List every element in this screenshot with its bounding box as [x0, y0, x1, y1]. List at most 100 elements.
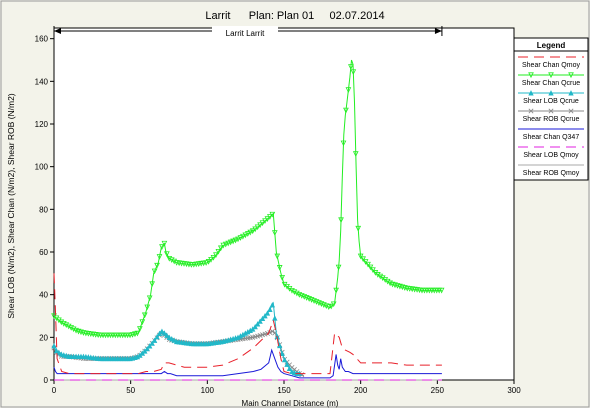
series-marker	[271, 230, 278, 236]
series-marker	[169, 335, 175, 342]
y-tick-label: 20	[39, 333, 48, 342]
series-marker	[146, 295, 153, 302]
series-marker	[139, 319, 146, 326]
legend-label: Shear LOB Qcrue	[523, 98, 579, 105]
legend-title: Legend	[537, 41, 566, 50]
series-marker	[528, 72, 534, 79]
series-marker	[269, 302, 276, 308]
x-tick-label: 50	[126, 386, 135, 395]
series-marker	[259, 315, 266, 322]
series-marker	[330, 301, 337, 308]
x-tick-label: 150	[277, 386, 291, 395]
series-marker	[237, 235, 244, 241]
series-marker	[149, 281, 155, 288]
y-axis-label: Shear LOB (N/m2), Shear Chan (N/m2), She…	[6, 93, 16, 318]
series-marker	[144, 345, 150, 352]
series-marker	[568, 72, 574, 79]
series-marker	[240, 233, 246, 240]
y-tick-label: 60	[39, 248, 48, 257]
series-marker	[264, 310, 271, 316]
series-marker	[249, 228, 256, 235]
reach-label-bg	[212, 26, 278, 36]
legend-items: Shear Chan Qmoy Shear Chan Qcrue Shear LOB…	[518, 56, 584, 177]
series-marker	[254, 321, 261, 327]
series-marker	[360, 256, 366, 263]
y-tick-label: 140	[35, 77, 49, 86]
series-marker	[151, 268, 158, 275]
series-marker	[164, 251, 170, 258]
series-marker	[365, 261, 371, 268]
series-line	[53, 273, 442, 375]
series-marker	[548, 90, 554, 96]
series-marker	[528, 108, 534, 114]
series-marker	[350, 69, 357, 76]
series-marker	[377, 273, 384, 280]
series-marker	[257, 318, 263, 324]
legend-label: Shear ROB Qcrue	[523, 116, 580, 123]
series-marker	[149, 340, 155, 346]
x-tick-label: 300	[507, 386, 521, 395]
series-marker	[146, 343, 153, 349]
series-marker	[333, 287, 339, 294]
series-layer	[51, 59, 445, 381]
x-tick-label: 200	[354, 386, 368, 395]
series-marker	[379, 275, 386, 282]
series-marker	[370, 267, 376, 274]
series-marker	[244, 231, 251, 237]
series-marker	[137, 326, 143, 332]
plot-area	[53, 27, 515, 381]
series-marker	[151, 337, 158, 343]
series-marker	[568, 90, 574, 96]
series-marker	[267, 214, 273, 220]
series-marker	[203, 260, 209, 266]
series-shear-lob-qcrue	[51, 301, 303, 377]
series-marker	[328, 303, 335, 310]
x-axis-label: Main Channel Distance (m)	[242, 399, 339, 408]
series-marker	[548, 72, 554, 79]
legend-item: Shear LOB Qcrue	[518, 90, 584, 105]
series-marker	[208, 256, 214, 263]
series-marker	[382, 277, 389, 283]
series-marker	[548, 108, 554, 114]
series-marker	[132, 331, 138, 338]
reach-extent-bar	[53, 26, 443, 36]
series-marker	[53, 347, 60, 354]
reach-start-arrow	[54, 28, 61, 34]
series-marker	[374, 272, 381, 278]
y-tick-label: 120	[35, 120, 49, 129]
series-marker	[438, 287, 445, 294]
series-marker	[325, 304, 332, 311]
series-marker	[247, 229, 254, 236]
series-marker	[340, 140, 347, 147]
series-marker	[345, 87, 352, 93]
series-marker	[56, 349, 62, 355]
series-marker	[254, 224, 261, 231]
series-marker	[161, 240, 168, 247]
series-marker	[262, 218, 268, 225]
chart-title: Larrit Plan: Plan 01 02.07.2014	[205, 10, 384, 22]
legend-item: Shear ROB Qmoy	[518, 164, 584, 177]
series-marker	[352, 151, 359, 157]
series-marker	[264, 216, 271, 222]
series-marker	[134, 330, 141, 337]
series-marker	[338, 217, 344, 224]
series-marker	[279, 274, 286, 281]
series-marker	[276, 265, 283, 271]
series-marker	[127, 332, 133, 339]
series-marker	[355, 225, 362, 232]
series-marker	[269, 328, 275, 334]
reach-label: Larrit Larrit	[226, 29, 265, 38]
series-marker	[154, 334, 160, 340]
series-marker	[222, 241, 229, 248]
series-marker	[252, 323, 258, 330]
series-marker	[267, 306, 273, 312]
series-marker	[343, 107, 349, 114]
series-marker	[171, 337, 177, 343]
series-marker	[141, 312, 148, 319]
series-marker	[362, 259, 369, 265]
x-tick-label: 250	[431, 386, 445, 395]
series-marker	[252, 226, 259, 233]
x-tick-label: 0	[52, 386, 57, 395]
